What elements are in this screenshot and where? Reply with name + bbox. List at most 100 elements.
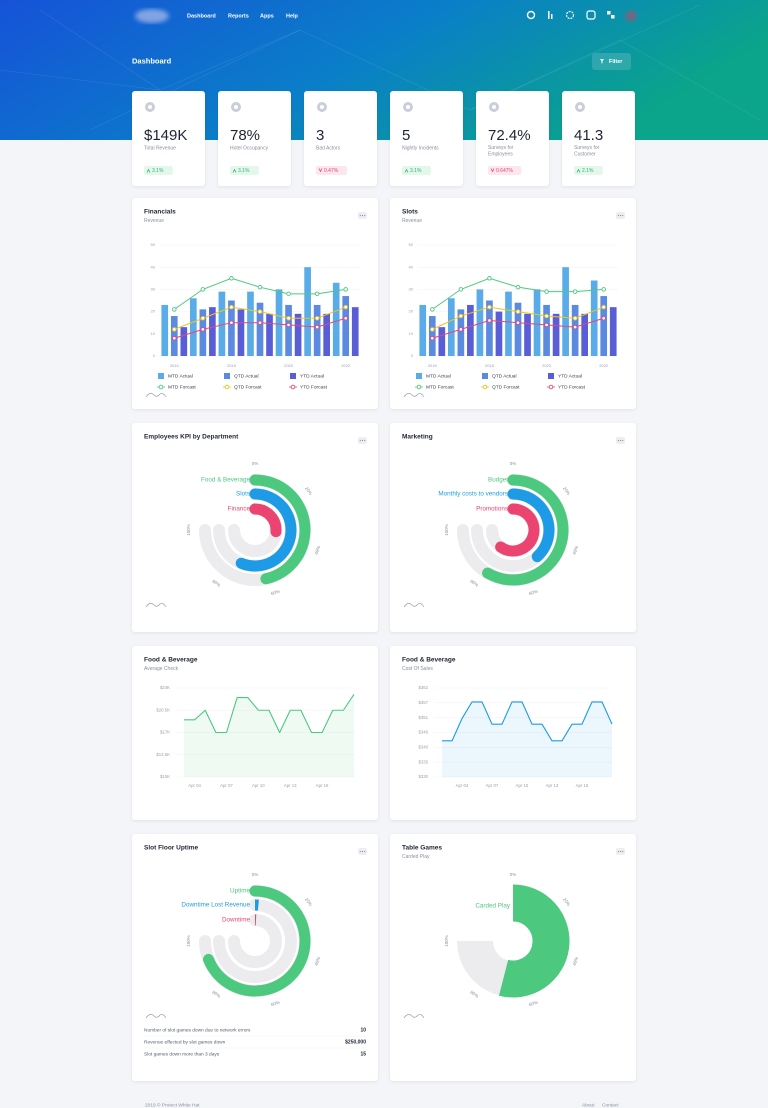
radial-tick-label: 0% — [252, 461, 259, 466]
legend-swatch — [548, 373, 554, 379]
radial-tick-label: 0% — [510, 461, 517, 466]
kpi-label: Surveys for Employees — [488, 145, 515, 158]
legend-label[interactable]: MTD Actual — [426, 374, 451, 380]
radial-label: Slots — [236, 491, 250, 498]
radial-tick-label: 80% — [469, 578, 479, 587]
kpi-value: 3 — [316, 127, 324, 144]
y-tick-label: 10 — [409, 331, 414, 336]
kpi-value: $149K — [144, 127, 187, 144]
search-icon[interactable] — [526, 10, 536, 20]
radial-bar — [507, 488, 555, 563]
forecast-point — [286, 291, 291, 297]
bar — [228, 300, 235, 356]
legend-label[interactable]: YTD Forcast — [300, 385, 328, 391]
y-tick-label: 30 — [151, 286, 156, 291]
legend-label[interactable]: MTD Forcast — [426, 385, 454, 391]
menu-dot — [359, 850, 361, 853]
nav-item[interactable]: Help — [286, 13, 299, 19]
kpi-icon-glyph — [234, 105, 238, 109]
panel-title: Food & Beverage — [402, 657, 456, 664]
forecast-point — [343, 316, 348, 321]
kpi-value: 41.3 — [574, 127, 603, 144]
forecast-point — [172, 327, 177, 332]
legend-marker — [416, 384, 422, 390]
trend-arrow — [404, 168, 409, 173]
menu-dot — [361, 439, 364, 442]
radial-tick-label: 100% — [444, 524, 449, 536]
legend-label[interactable]: YTD Actual — [558, 374, 582, 380]
legend-label[interactable]: MTD Actual — [168, 374, 193, 380]
legend-label[interactable]: QTD Actual — [234, 374, 259, 380]
legend-label[interactable]: MTD Forcast — [168, 385, 196, 391]
nav-item[interactable]: Reports — [228, 13, 249, 19]
bar — [609, 307, 617, 356]
menu-dot — [619, 214, 622, 217]
forecast-point — [286, 322, 291, 328]
panel-subtitle: Cost Of Sales — [402, 666, 433, 672]
area-line — [184, 694, 355, 734]
stat-label: Number of slot games down due to network… — [144, 1027, 251, 1033]
x-tick-label: Apr 07 — [486, 783, 499, 788]
footer-link[interactable]: About — [582, 1102, 595, 1108]
menu-dot — [619, 439, 622, 442]
legend-marker — [548, 384, 554, 390]
forecast-point — [430, 307, 435, 312]
footer-link[interactable]: Contact — [602, 1102, 619, 1108]
area-fill — [184, 694, 354, 777]
legend-label[interactable]: QTD Actual — [492, 374, 517, 380]
y-tick-label: $346 — [418, 730, 428, 735]
forecast-point — [229, 304, 234, 310]
radial-tick-label: 20% — [304, 486, 313, 496]
legend-swatch — [224, 373, 230, 379]
forecast-point — [572, 289, 578, 294]
panel-subtitle: Average Check — [144, 666, 179, 672]
calendar-icon[interactable] — [586, 10, 596, 20]
kpi-icon-glyph — [406, 105, 410, 109]
x-tick-label: 2020 — [284, 363, 294, 368]
radial-label: Downtime Lost Revenue — [181, 902, 250, 909]
legend-label[interactable]: QTD Forcast — [492, 385, 520, 391]
radial-tick-label: 60% — [270, 1000, 280, 1008]
forecast-point — [200, 316, 206, 321]
kpi-change: 0.47% — [324, 168, 339, 174]
bar — [552, 313, 560, 356]
menu-dot — [622, 214, 624, 217]
y-tick-label: $330 — [418, 774, 428, 779]
network-icon[interactable] — [565, 10, 575, 20]
stat-label: Revenue effected by slot games down — [144, 1039, 226, 1045]
kpi-card — [304, 91, 377, 186]
forecast-point — [458, 327, 464, 332]
forecast-point — [601, 287, 606, 292]
bar — [600, 296, 608, 356]
y-tick-label: $24K — [160, 685, 170, 690]
legend-label[interactable]: YTD Forcast — [558, 385, 586, 391]
avatar[interactable] — [625, 10, 637, 22]
kpi-icon-glyph — [492, 105, 496, 109]
stats-icon[interactable] — [548, 11, 550, 19]
trend-arrow — [318, 168, 323, 173]
nav-item[interactable]: Apps — [260, 13, 274, 19]
y-tick-label: $10K — [160, 774, 170, 779]
bar — [256, 302, 264, 356]
legend-label[interactable]: YTD Actual — [300, 374, 324, 380]
radial-bar — [482, 474, 569, 586]
apps-icon[interactable] — [607, 11, 611, 15]
kpi-badge — [488, 166, 522, 175]
radial-tick-label: 80% — [469, 989, 479, 998]
y-tick-label: $335 — [418, 759, 428, 764]
filter-button[interactable] — [592, 53, 631, 70]
legend-label[interactable]: QTD Forcast — [234, 385, 262, 391]
kpi-card — [562, 91, 635, 186]
forecast-point — [229, 276, 234, 281]
filter-label[interactable]: Filter — [609, 59, 623, 65]
nav-item[interactable]: Dashboard — [187, 13, 216, 19]
radial-tick-label: 80% — [211, 989, 221, 998]
menu-dot — [364, 214, 366, 217]
panel-subtitle: Revenue — [402, 218, 422, 224]
kpi-label: Bad Actors — [316, 145, 341, 151]
forecast-point — [257, 309, 263, 314]
kpi-card — [476, 91, 549, 186]
radial-tick-label: 0% — [252, 872, 259, 877]
logo[interactable] — [135, 9, 169, 23]
x-tick-label: Apr 07 — [220, 783, 233, 788]
